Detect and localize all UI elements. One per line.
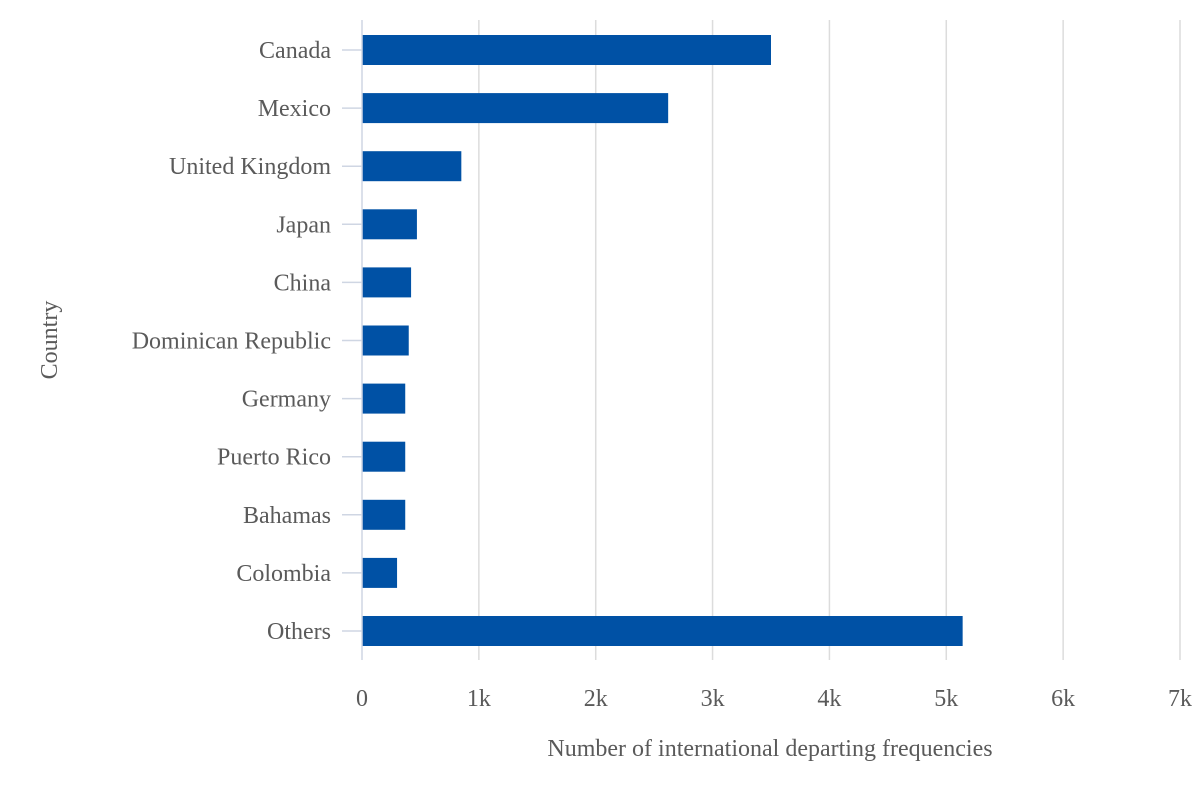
bar bbox=[362, 209, 417, 240]
bar bbox=[362, 441, 406, 472]
x-tick-label: 1k bbox=[467, 686, 491, 712]
y-tick-label: Mexico bbox=[258, 96, 331, 122]
bar bbox=[362, 383, 406, 414]
gridlines bbox=[478, 20, 1181, 660]
x-tick-label: 6k bbox=[1051, 686, 1075, 712]
x-tick-label: 3k bbox=[701, 686, 725, 712]
bars bbox=[362, 35, 963, 646]
y-tick-label: Colombia bbox=[236, 561, 331, 587]
bar bbox=[362, 267, 412, 298]
bar bbox=[362, 557, 398, 588]
bar bbox=[362, 151, 462, 182]
bar bbox=[362, 499, 406, 530]
bar bbox=[362, 93, 669, 124]
x-axis-title: Number of international departing freque… bbox=[547, 736, 992, 762]
x-tick-label: 5k bbox=[934, 686, 958, 712]
x-tick-label: 2k bbox=[584, 686, 608, 712]
bar bbox=[362, 35, 771, 65]
x-tick-label: 7k bbox=[1168, 686, 1192, 712]
y-tick-label: Canada bbox=[259, 38, 331, 64]
y-tick-label: Dominican Republic bbox=[132, 329, 331, 355]
tick-labels: 0 1k 2k 3k 4k 5k 6k 7k Canada Mexico United Kingdo… bbox=[132, 38, 1192, 712]
y-tick-label: China bbox=[274, 270, 332, 296]
axes bbox=[342, 20, 363, 660]
bar bbox=[362, 616, 963, 646]
y-tick-label: Germany bbox=[242, 387, 331, 413]
y-tick-label: Others bbox=[267, 619, 331, 645]
x-tick-label: 4k bbox=[817, 686, 841, 712]
y-tick-label: Puerto Rico bbox=[217, 445, 331, 471]
y-tick-label: United Kingdom bbox=[169, 154, 331, 180]
y-tick-label: Japan bbox=[276, 212, 331, 238]
x-tick-label: 0 bbox=[356, 686, 368, 712]
bar bbox=[362, 325, 409, 356]
y-axis-title: Country bbox=[37, 301, 63, 380]
y-tick-label: Bahamas bbox=[243, 503, 331, 529]
